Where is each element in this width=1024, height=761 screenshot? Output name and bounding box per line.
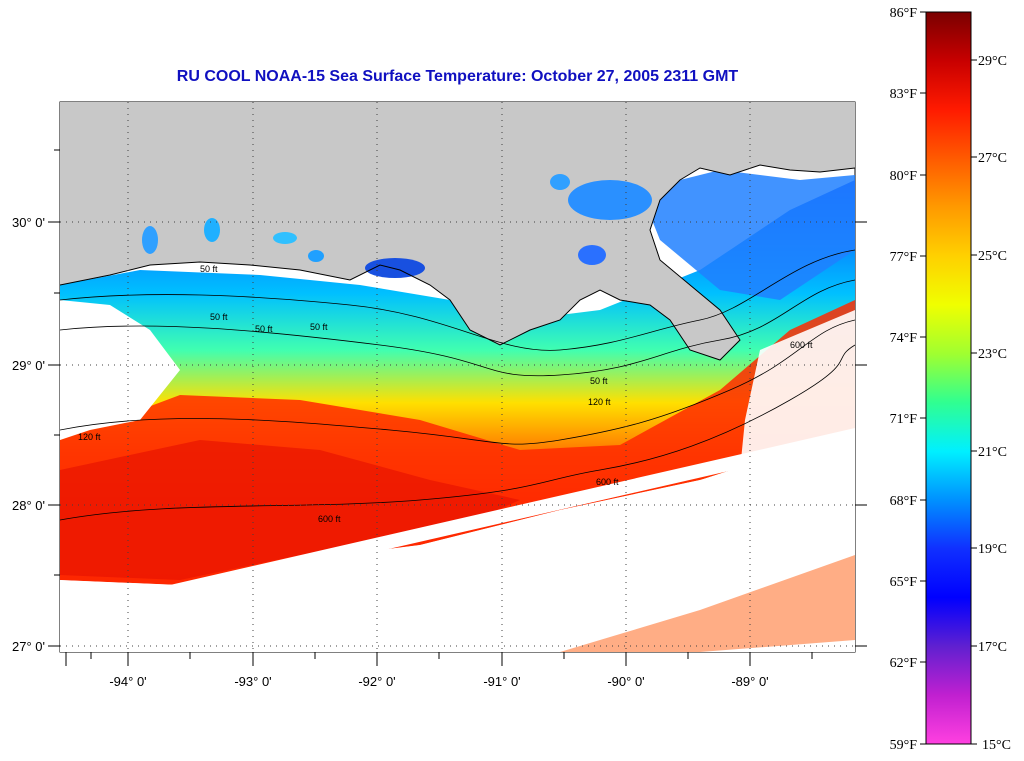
contour-label: 50 ft	[255, 324, 273, 334]
colorbar-c-label: 25°C	[978, 249, 1007, 264]
colorbar-f-label: 86°F	[890, 6, 918, 21]
colorbar-f-label: 74°F	[890, 331, 918, 346]
colorbar-f-label: 62°F	[890, 656, 918, 671]
colorbar-f-label: 59°F	[890, 738, 918, 753]
colorbar-c-label: 19°C	[978, 542, 1007, 557]
colorbar-c-ticks	[971, 59, 977, 745]
contour-label: 600 ft	[318, 514, 341, 524]
swath-gap	[170, 428, 855, 598]
contour-label: 50 ft	[210, 312, 228, 322]
colorbar-f-labels: 86°F 83°F 80°F 77°F 74°F 71°F 68°F 65°F …	[890, 6, 918, 753]
white-lake	[204, 218, 220, 242]
lon-label: -91° 0'	[483, 674, 520, 689]
colorbar-f-label: 71°F	[890, 412, 918, 427]
east-no-data	[740, 310, 855, 470]
deep-red-core	[60, 440, 520, 580]
contour-label: 120 ft	[588, 397, 611, 407]
contour-label: 120 ft	[78, 432, 101, 442]
coastline	[60, 164, 855, 361]
lon-labels: -94° 0' -93° 0' -92° 0' -91° 0' -90° 0' …	[109, 674, 768, 689]
graticule	[60, 102, 855, 652]
colorbar-c-label: 21°C	[978, 445, 1007, 460]
lake-pontchartrain	[568, 180, 652, 220]
colorbar-c-label: 15°C	[982, 738, 1011, 753]
colorbar-c-labels: 29°C 27°C 25°C 23°C 21°C 19°C 17°C 15°C	[978, 54, 1011, 753]
lat-label: 29° 0'	[12, 358, 45, 373]
lon-label: -92° 0'	[358, 674, 395, 689]
colorbar-c-label: 23°C	[978, 347, 1007, 362]
lon-label: -93° 0'	[234, 674, 271, 689]
colorbar-f-label: 77°F	[890, 250, 918, 265]
colorbar-c-label: 27°C	[978, 151, 1007, 166]
contour-label: 600 ft	[596, 477, 619, 487]
colorbar	[925, 11, 972, 745]
contour-label-group: 50 ft 50 ft 50 ft 50 ft 50 ft 120 ft 120…	[78, 264, 813, 524]
depth-contours	[60, 249, 855, 521]
inland-water	[308, 250, 324, 262]
contour-label: 50 ft	[590, 376, 608, 386]
no-data-west	[60, 300, 180, 440]
contour-label: 600 ft	[790, 340, 813, 350]
land	[60, 102, 855, 360]
lon-label: -89° 0'	[731, 674, 768, 689]
lat-label: 30° 0'	[12, 215, 45, 230]
colorbar-f-label: 65°F	[890, 575, 918, 590]
se-swath-noise	[560, 555, 855, 652]
lat-labels: 30° 0' 29° 0' 28° 0' 27° 0'	[12, 215, 45, 654]
lat-label: 28° 0'	[12, 498, 45, 513]
contour-label: 50 ft	[310, 322, 328, 332]
lat-label: 27° 0'	[12, 639, 45, 654]
calcasieu-lake	[142, 226, 158, 254]
colorbar-f-label: 68°F	[890, 494, 918, 509]
map-title: RU COOL NOAA-15 Sea Surface Temperature:…	[176, 68, 739, 85]
no-data-south	[60, 440, 855, 652]
grand-lake	[273, 232, 297, 244]
lat-ticks	[48, 149, 867, 647]
lon-ticks	[65, 652, 813, 666]
marsh-water	[365, 258, 425, 278]
colorbar-f-ticks	[920, 11, 926, 745]
colorbar-f-label: 80°F	[890, 169, 918, 184]
colorbar-f-label: 83°F	[890, 87, 918, 102]
barataria-bay	[550, 174, 570, 190]
cold-estuary	[640, 170, 855, 300]
lon-label: -90° 0'	[607, 674, 644, 689]
colorbar-c-label: 29°C	[978, 54, 1007, 69]
lon-label: -94° 0'	[109, 674, 146, 689]
contour-label: 50 ft	[200, 264, 218, 274]
colorbar-c-label: 17°C	[978, 640, 1007, 655]
lake-borgne	[578, 245, 606, 265]
